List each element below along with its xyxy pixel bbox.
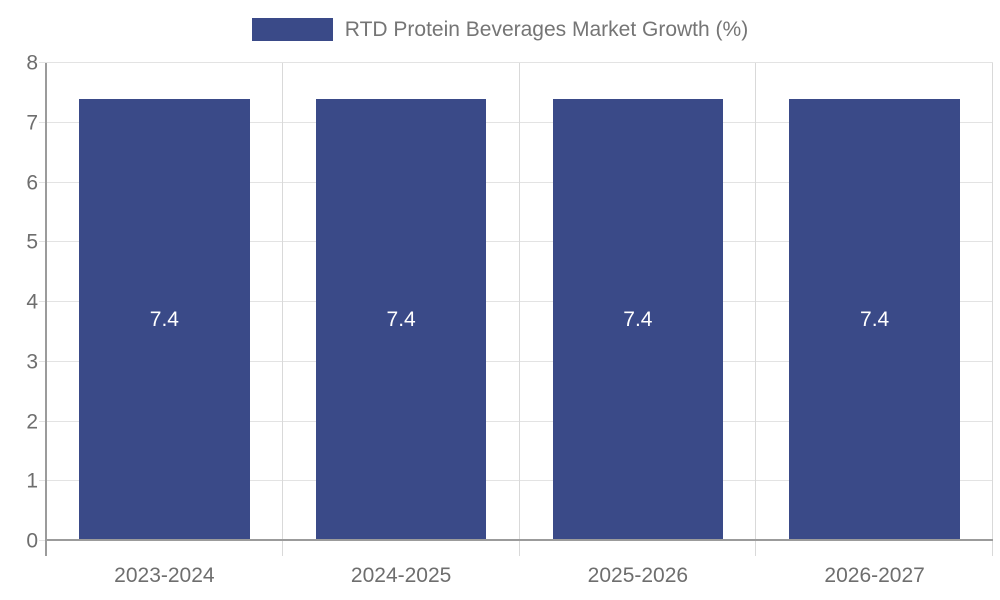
bar-2024-2025: 7.4 [315,98,487,541]
bar-value-label: 7.4 [860,307,890,331]
y-axis-tick-label: 4 [26,290,38,314]
y-axis-tick-label: 1 [26,469,38,493]
x-axis-tick-label: 2023-2024 [114,564,215,587]
legend[interactable]: RTD Protein Beverages Market Growth (%) [0,18,1000,41]
y-axis-tick-label: 2 [26,410,38,433]
bar-2026-2027: 7.4 [789,98,960,541]
bar-value-label: 7.4 [386,307,416,331]
x-axis-tick-label: 2026-2027 [824,564,925,587]
y-axis-tick-label: 5 [26,230,38,254]
y-axis-labels: 0 1 2 3 4 5 6 7 8 [0,53,38,552]
x-axis-tick-label: 2024-2025 [350,564,452,587]
y-gridline [39,301,993,302]
y-gridline [39,62,993,63]
x-gridline [518,63,520,556]
legend-color-swatch [251,18,333,41]
y-gridline [39,181,993,183]
y-gridline [39,121,993,123]
x-axis-line [45,539,993,541]
plot-area: 7.4 7.4 7.4 7.4 [39,62,993,556]
x-axis-labels: 2023-2024 2024-2025 2025-2026 2026-2027 [46,556,993,590]
bar-value-label: 7.4 [623,307,653,331]
y-axis-tick-label: 6 [26,171,38,194]
y-axis-tick-label: 8 [26,51,38,75]
y-axis-tick-label: 0 [26,529,38,553]
x-gridline [992,63,993,556]
x-gridline [755,63,757,556]
y-gridline [39,241,993,243]
y-axis-tick-label: 3 [26,350,38,374]
bar-2023-2024: 7.4 [79,98,250,541]
y-gridline [39,420,993,422]
y-gridline [39,360,993,362]
legend-label: RTD Protein Beverages Market Growth (%) [344,18,749,41]
y-axis-tick-label: 7 [26,111,38,135]
y-axis-line [45,63,47,556]
x-gridline [281,63,283,556]
bar-2025-2026: 7.4 [552,98,724,541]
y-gridline [39,480,993,482]
x-axis-tick-label: 2025-2026 [587,564,689,587]
bar-value-label: 7.4 [149,307,179,331]
